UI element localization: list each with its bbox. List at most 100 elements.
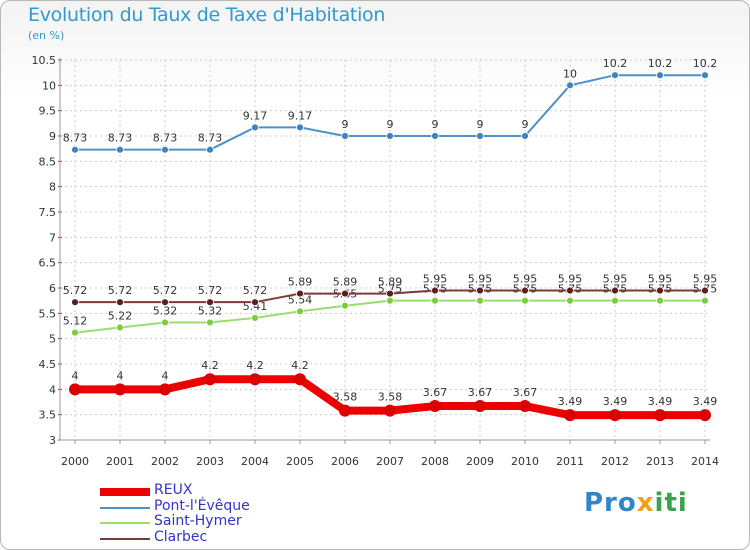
x-tick-label: 2009 <box>466 455 494 468</box>
data-label-pont-l-v-que: 9 <box>342 118 349 131</box>
data-label-clarbec: 5.72 <box>153 284 178 297</box>
data-point-saint-hymer <box>116 323 124 332</box>
data-point-saint-hymer <box>341 301 349 310</box>
data-label-pont-l-v-que: 8.73 <box>153 132 178 145</box>
data-point-saint-hymer <box>71 328 79 337</box>
data-label-clarbec: 5.89 <box>333 276 358 289</box>
data-point-saint-hymer <box>206 318 214 327</box>
y-tick-label: 7 <box>49 231 56 244</box>
data-point-saint-hymer <box>431 296 439 305</box>
y-tick-label: 10.5 <box>32 54 57 67</box>
data-label-clarbec: 5.95 <box>603 273 628 286</box>
data-label-clarbec: 5.72 <box>198 284 223 297</box>
data-label-saint-hymer: 5.32 <box>198 304 223 317</box>
legend-swatch-pont-leveque <box>100 507 150 509</box>
data-point-reux <box>609 409 621 422</box>
y-tick-label: 3 <box>49 434 56 447</box>
data-label-pont-l-v-que: 10 <box>563 67 577 80</box>
y-tick-label: 5 <box>49 333 56 346</box>
x-tick-label: 2006 <box>331 455 359 468</box>
data-point-pont-l-v-que <box>566 81 574 90</box>
data-label-pont-l-v-que: 9.17 <box>243 109 268 122</box>
data-label-pont-l-v-que: 10.2 <box>603 57 628 70</box>
data-point-reux <box>294 373 306 386</box>
data-label-reux: 3.67 <box>423 386 448 399</box>
data-label-reux: 4.2 <box>246 359 264 372</box>
data-point-reux <box>474 400 486 413</box>
data-label-reux: 3.67 <box>468 386 493 399</box>
data-point-clarbec <box>296 289 304 298</box>
data-point-pont-l-v-que <box>611 71 619 80</box>
legend-item-reux: REUX <box>100 482 320 500</box>
data-label-clarbec: 5.95 <box>558 273 583 286</box>
data-label-reux: 3.67 <box>513 386 538 399</box>
data-label-clarbec: 5.72 <box>108 284 133 297</box>
y-tick-label: 6 <box>49 282 56 295</box>
data-point-pont-l-v-que <box>386 132 394 140</box>
data-label-pont-l-v-que: 8.73 <box>108 132 133 145</box>
data-label-reux: 3.49 <box>603 395 628 408</box>
data-label-saint-hymer: 5.54 <box>288 293 313 306</box>
data-point-reux <box>159 383 171 396</box>
data-point-clarbec <box>71 298 79 307</box>
data-point-clarbec <box>341 289 349 298</box>
data-point-reux <box>519 400 531 413</box>
y-tick-label: 4.5 <box>39 358 57 371</box>
x-tick-label: 2012 <box>601 455 629 468</box>
data-point-reux <box>114 383 126 396</box>
brand-part-3: iti <box>654 488 688 518</box>
data-label-clarbec: 5.95 <box>513 273 538 286</box>
y-tick-label: 8.5 <box>39 155 57 168</box>
data-label-reux: 4 <box>72 369 79 382</box>
data-label-reux: 4.2 <box>291 359 309 372</box>
data-point-pont-l-v-que <box>656 71 664 80</box>
data-point-clarbec <box>476 286 484 295</box>
data-point-pont-l-v-que <box>206 145 214 154</box>
data-point-clarbec <box>386 289 394 298</box>
data-point-saint-hymer <box>611 296 619 305</box>
legend-label-pont-leveque: Pont-l'Évêque <box>154 498 250 514</box>
data-point-clarbec <box>566 286 574 295</box>
data-label-clarbec: 5.72 <box>243 284 268 297</box>
data-point-clarbec <box>116 298 124 307</box>
x-tick-label: 2011 <box>556 455 584 468</box>
data-point-pont-l-v-que <box>431 132 439 140</box>
x-tick-label: 2001 <box>106 455 134 468</box>
data-label-pont-l-v-que: 9 <box>522 118 529 131</box>
data-point-reux <box>564 409 576 422</box>
x-tick-label: 2013 <box>646 455 674 468</box>
data-label-reux: 3.58 <box>378 391 403 404</box>
data-point-reux <box>204 373 216 386</box>
data-label-reux: 3.49 <box>558 395 583 408</box>
data-label-saint-hymer: 5.32 <box>153 304 178 317</box>
data-point-clarbec <box>656 286 664 295</box>
y-tick-label: 9 <box>49 130 56 143</box>
data-point-pont-l-v-que <box>701 71 709 80</box>
data-point-saint-hymer <box>656 296 664 305</box>
data-point-saint-hymer <box>701 296 709 305</box>
x-tick-label: 2000 <box>61 455 89 468</box>
legend-swatch-saint-hymer <box>100 522 150 524</box>
data-point-saint-hymer <box>296 307 304 316</box>
y-tick-label: 8 <box>49 181 56 194</box>
legend-item-pont-leveque: Pont-l'Évêque <box>100 498 320 516</box>
data-label-reux: 3.58 <box>333 391 358 404</box>
brand-part-2: x <box>636 488 655 518</box>
data-label-clarbec: 5.95 <box>468 273 493 286</box>
chart-subtitle: (en %) <box>28 29 65 42</box>
data-label-reux: 4.2 <box>201 359 219 372</box>
data-point-pont-l-v-que <box>71 145 79 154</box>
data-point-reux <box>69 383 81 396</box>
data-point-saint-hymer <box>161 318 169 327</box>
data-label-saint-hymer: 5.12 <box>63 315 88 328</box>
data-label-pont-l-v-que: 10.2 <box>648 57 673 70</box>
data-label-pont-l-v-que: 9 <box>387 118 394 131</box>
data-point-clarbec <box>206 298 214 307</box>
data-label-clarbec: 5.95 <box>423 273 448 286</box>
brand-part-1: Pro <box>584 488 637 518</box>
y-tick-label: 7.5 <box>39 206 57 219</box>
data-label-clarbec: 5.95 <box>648 273 673 286</box>
x-tick-label: 2010 <box>511 455 539 468</box>
y-tick-label: 9.5 <box>39 105 57 118</box>
